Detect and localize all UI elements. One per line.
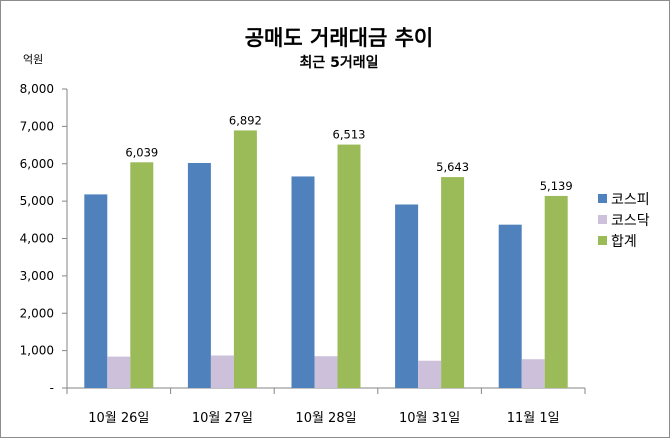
y-axis: 8,000 7,000 6,000 5,000 4,000 3,000 2,000 1,000… [20,82,68,395]
bar-2-4 [544,195,568,388]
legend-label: 코스닥 [611,213,650,229]
y-tick-label: 7,000 [20,119,54,133]
bar-2-3 [441,177,465,388]
bar-0-2 [291,176,315,388]
legend-swatch [598,236,607,245]
data-label: 6,513 [333,128,366,142]
legend-swatch [598,215,607,224]
chart-subtitle: 최근 5거래일 [299,55,378,71]
legend-swatch [598,194,607,203]
x-axis: 10월 26일 10월 27일 10월 28일 10월 31일 11월 1일 [66,387,586,426]
y-tick-label: 5,000 [20,194,54,208]
bar-1-4 [521,359,545,388]
legend-label: 코스피 [611,192,650,208]
legend-label: 합계 [611,234,637,250]
y-tick-label: 2,000 [20,306,54,320]
bar-2-1 [233,130,257,388]
bar-1-0 [107,356,131,388]
x-tick-label: 11월 1일 [507,411,560,426]
y-tick-label: 8,000 [20,82,54,96]
bar-1-3 [418,360,442,388]
x-tick-label: 10월 28일 [295,411,356,426]
bar-2-0 [130,162,154,388]
bar-0-1 [187,163,211,388]
y-tick-label: 3,000 [20,269,54,283]
data-label: 6,892 [229,113,262,127]
y-tick-label: 4,000 [20,232,54,246]
bar-1-1 [210,355,234,388]
bar-0-4 [498,224,522,388]
x-tick-label: 10월 31일 [399,411,460,426]
data-label: 5,139 [540,179,573,193]
bar-0-3 [395,204,419,388]
y-tick-label: 6,000 [20,157,54,171]
data-label: 5,643 [436,160,469,174]
y-axis-unit-label: 억원 [23,53,43,66]
y-tick-label: 1,000 [20,344,54,358]
x-tick-label: 10월 26일 [88,411,149,426]
bar-2-2 [337,144,361,388]
chart-title: 공매도 거래대금 추이 [245,26,434,50]
bar-1-2 [314,356,338,388]
bar-0-0 [84,194,108,388]
data-labels: 6,039 6,892 6,513 5,643 5,139 [125,113,572,193]
bars [84,130,568,388]
data-label: 6,039 [125,145,158,159]
y-tick-label: - [50,381,54,395]
x-tick-label: 10월 27일 [192,411,253,426]
